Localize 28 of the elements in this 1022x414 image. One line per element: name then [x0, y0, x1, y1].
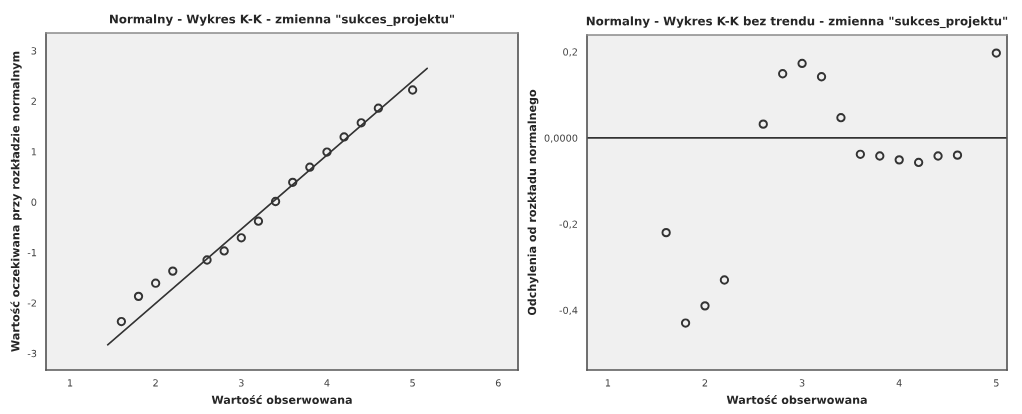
x-tick-label: 1	[67, 379, 73, 387]
x-tick-label: 3	[799, 379, 805, 387]
y-tick-label: -2	[27, 299, 36, 307]
y-axis-title: Odchylenia od rozkładu normalnego	[527, 89, 539, 316]
x-tick-label: 4	[324, 379, 330, 387]
x-axis-title: Wartość obserwowana	[211, 394, 352, 404]
y-tick-label: 1	[31, 148, 37, 156]
x-tick-label: 1	[605, 379, 611, 387]
x-tick-label: 2	[153, 379, 158, 387]
y-tick-label: -0,2	[559, 220, 577, 229]
chart-title: Normalny - Wykres K-K bez trendu - zmienna "sukces_projektu"	[586, 16, 1008, 29]
y-tick-label: 3	[31, 47, 37, 55]
x-tick-label: 2	[702, 379, 708, 387]
x-axis-title: Wartość obserwowana	[726, 394, 867, 404]
y-axis-title: Wartość oczekiwana przy rozkładzie normalnym	[10, 51, 22, 352]
x-tick-label: 5	[993, 379, 999, 387]
x-tick-label: 4	[896, 379, 902, 387]
chart-title: Normalny - Wykres K-K - zmienna "sukces_projektu"	[110, 14, 454, 27]
x-tick-label: 5	[410, 379, 415, 387]
y-tick-label: -0,4	[559, 306, 578, 315]
y-tick-label: 0	[31, 198, 37, 206]
x-tick-label: 6	[495, 379, 501, 387]
y-tick-label: 0,2	[563, 48, 577, 57]
x-tick-label: 3	[238, 379, 244, 387]
y-tick-label: 2	[31, 97, 36, 105]
y-tick-label: -3	[27, 349, 37, 358]
y-tick-label: -1	[27, 249, 37, 257]
y-tick-label: 0,0000	[544, 134, 578, 143]
